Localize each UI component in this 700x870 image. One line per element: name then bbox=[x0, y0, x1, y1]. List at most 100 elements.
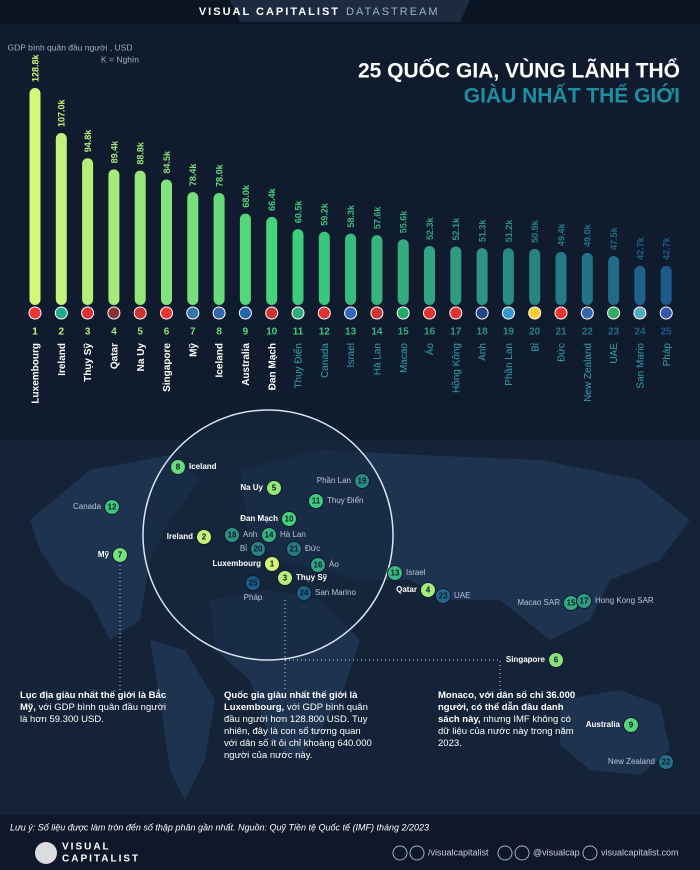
bar bbox=[634, 265, 646, 305]
map-label: Qatar bbox=[396, 585, 417, 594]
rank: 8 bbox=[216, 327, 222, 338]
rank: 20 bbox=[529, 327, 541, 338]
value-label: 94.8k bbox=[83, 129, 93, 153]
flag bbox=[344, 306, 358, 320]
rank: 4 bbox=[111, 327, 117, 338]
map-label: Singapore bbox=[506, 655, 546, 664]
x-tick-label: Đức bbox=[557, 343, 568, 362]
map-marker bbox=[576, 593, 592, 609]
flag bbox=[554, 306, 568, 320]
map-rank: 23 bbox=[439, 592, 448, 601]
x-tick-label: UAE bbox=[609, 343, 620, 364]
map-marker bbox=[170, 459, 186, 475]
map-rank: 16 bbox=[314, 561, 323, 570]
x-tick-label: Bỉ bbox=[529, 342, 541, 352]
map-marker bbox=[245, 575, 261, 591]
flag bbox=[238, 306, 252, 320]
value-label: 84.5k bbox=[162, 150, 172, 174]
leader-lines bbox=[119, 565, 501, 690]
map-rank: 17 bbox=[580, 597, 589, 606]
product: DATASTREAM bbox=[346, 6, 440, 18]
map-marker bbox=[261, 527, 277, 543]
note: Quốc gia giàu nhất thế giới là Luxembour… bbox=[224, 690, 374, 762]
map-rank: 7 bbox=[118, 551, 123, 560]
map-rank: 3 bbox=[283, 574, 288, 583]
value-label: 88.8k bbox=[136, 141, 146, 165]
map-label: Anh bbox=[243, 530, 257, 539]
map-marker bbox=[281, 511, 297, 527]
map-label: Israel bbox=[406, 568, 426, 577]
map-rank: 9 bbox=[629, 721, 634, 730]
rank: 11 bbox=[293, 327, 304, 338]
map-rank: 18 bbox=[228, 531, 237, 540]
rank: 2 bbox=[59, 327, 65, 338]
map-label: Phần Lan bbox=[317, 476, 351, 485]
map-label: San Marino bbox=[315, 588, 356, 597]
bar bbox=[29, 88, 41, 305]
map-rank: 13 bbox=[391, 569, 400, 578]
value-label: 128.8k bbox=[30, 53, 40, 82]
x-tick-label: Anh bbox=[478, 343, 489, 361]
map-rank: 11 bbox=[312, 497, 321, 506]
map-rank: 4 bbox=[426, 586, 431, 595]
flag bbox=[449, 306, 463, 320]
footnote: Lưu ý: Số liệu được làm tròn đến số thập… bbox=[10, 822, 429, 832]
x-tick-label: Áo bbox=[423, 343, 436, 356]
value-label: 51.2k bbox=[504, 219, 514, 243]
map-rank: 21 bbox=[290, 545, 299, 554]
map-label: Mỹ bbox=[98, 550, 110, 559]
x-tick-label: Phần Lan bbox=[503, 343, 515, 386]
bar bbox=[450, 246, 462, 305]
flag bbox=[81, 306, 95, 320]
x-tick-label: Na Uy bbox=[136, 343, 147, 372]
map-rank: 20 bbox=[254, 545, 263, 554]
map-rank: 14 bbox=[265, 531, 274, 540]
rank: 16 bbox=[424, 327, 436, 338]
map-marker bbox=[420, 582, 436, 598]
flag bbox=[396, 306, 410, 320]
x-tick-label: Pháp bbox=[662, 343, 673, 367]
x-tick-label: Đan Mạch bbox=[267, 343, 278, 390]
map-label: Macao SAR bbox=[517, 598, 560, 607]
map-marker bbox=[548, 652, 564, 668]
rank: 1 bbox=[32, 327, 38, 338]
flag bbox=[370, 306, 384, 320]
note-body: với GDP bình quân đầu người hơn 128.800 … bbox=[224, 702, 372, 761]
map-rank: 2 bbox=[202, 533, 207, 542]
note-lead: Monaco, với dân số chỉ 36.000 người, có … bbox=[438, 690, 576, 725]
bar bbox=[660, 265, 672, 305]
value-label: 52.3k bbox=[425, 217, 435, 241]
note: Lục địa giàu nhất thế giới là Bắc Mỹ, vớ… bbox=[20, 690, 170, 726]
rank: 12 bbox=[319, 327, 331, 338]
flag bbox=[580, 306, 594, 320]
value-label: 107.0k bbox=[57, 99, 67, 128]
note-lead: Quốc gia giàu nhất thế giới là Luxembour… bbox=[224, 690, 358, 713]
value-label: 66.4k bbox=[267, 187, 277, 211]
flag bbox=[212, 306, 226, 320]
map-label: Australia bbox=[586, 720, 621, 729]
flag bbox=[475, 306, 489, 320]
x-tick-label: Qatar bbox=[110, 343, 121, 369]
x-tick-label: Luxembourg bbox=[31, 343, 42, 404]
rank: 17 bbox=[450, 327, 462, 338]
unit-note: K = Nghìn bbox=[101, 54, 139, 64]
land bbox=[150, 640, 215, 800]
map-label: Pháp bbox=[244, 593, 263, 602]
flag bbox=[633, 306, 647, 320]
map-marker bbox=[308, 493, 324, 509]
title: 25 QUỐC GIA, VÙNG LÃNH THỔ bbox=[358, 59, 680, 83]
value-label: 59.2k bbox=[320, 202, 330, 226]
value-label: 89.4k bbox=[109, 140, 119, 164]
rank: 6 bbox=[164, 327, 170, 338]
map-rank: 1 bbox=[270, 560, 275, 569]
rank: 24 bbox=[634, 327, 646, 338]
value-label: 49.0k bbox=[583, 223, 593, 247]
fb-icon bbox=[392, 845, 408, 861]
bar bbox=[529, 248, 541, 305]
flag bbox=[133, 306, 147, 320]
flag bbox=[107, 306, 121, 320]
y-label: GDP bình quân đầu người , USD bbox=[8, 42, 133, 52]
rank: 18 bbox=[477, 327, 489, 338]
note: Monaco, với dân số chỉ 36.000 người, có … bbox=[438, 690, 583, 750]
brand: VISUAL CAPITALIST bbox=[199, 6, 340, 18]
